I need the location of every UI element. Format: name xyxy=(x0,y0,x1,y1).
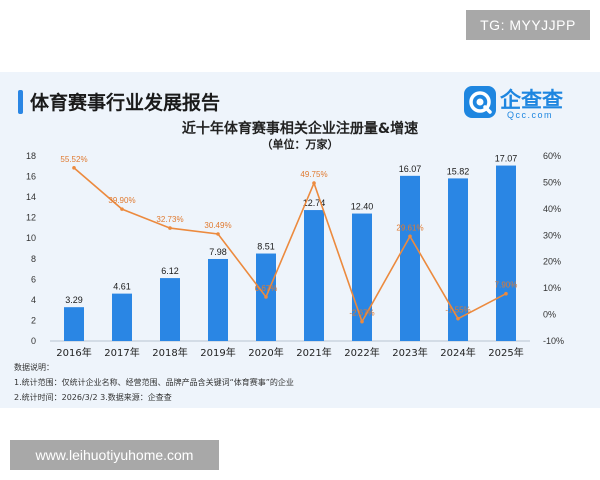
x-tick-label: 2017年 xyxy=(104,346,139,359)
notes: 数据说明： 1.统计范围：仅统计企业名称、经营范围、品牌产品含关键词“体育赛事”… xyxy=(14,360,294,405)
x-tick-label: 2018年 xyxy=(152,346,187,359)
y-left-tick-label: 4 xyxy=(31,295,36,305)
growth-rate-label: -2.67% xyxy=(349,309,374,318)
growth-rate-label: 29.61% xyxy=(396,223,423,232)
qcc-logo-icon xyxy=(464,86,496,118)
y-left-tick-label: 8 xyxy=(31,254,36,264)
x-tick-label: 2016年 xyxy=(56,346,91,359)
growth-rate-label: 49.75% xyxy=(300,170,327,179)
notes-line-2: 2.统计时间：2026/3/2 3.数据来源：企查查 xyxy=(14,393,172,402)
bar-value-label: 12.40 xyxy=(351,202,374,212)
y-right-tick-label: 30% xyxy=(543,230,561,240)
growth-rate-point xyxy=(504,291,508,296)
bar xyxy=(160,278,180,341)
y-left-tick-label: 16 xyxy=(26,172,36,182)
report-title: 体育赛事行业发展报告 xyxy=(30,92,221,114)
bar-value-label: 7.98 xyxy=(209,247,227,257)
growth-rate-label: 6.67% xyxy=(255,284,278,293)
bar-value-label: 17.07 xyxy=(495,154,518,164)
growth-rate-point xyxy=(120,207,124,211)
growth-rate-point xyxy=(360,319,364,324)
bar-value-label: 6.12 xyxy=(161,266,179,276)
growth-rate-point xyxy=(72,166,76,170)
logo-name: 企查查 xyxy=(500,88,563,112)
x-tick-label: 2021年 xyxy=(296,346,331,359)
growth-rate-label: -1.55% xyxy=(445,306,470,315)
bar-value-label: 4.61 xyxy=(113,282,131,292)
chart-title: 近十年体育赛事相关企业注册量&增速 xyxy=(181,121,419,137)
bar-value-label: 3.29 xyxy=(65,295,83,305)
y-left-tick-label: 12 xyxy=(26,213,36,223)
growth-rate-label: 39.90% xyxy=(108,196,135,205)
chart-subtitle: （单位：万家） xyxy=(261,138,339,151)
bar-value-label: 15.82 xyxy=(447,166,470,176)
y-right-tick-label: 0% xyxy=(543,310,556,320)
y-left-tick-label: 10 xyxy=(26,233,36,243)
growth-rate-point xyxy=(456,316,460,321)
growth-rate-label: 55.52% xyxy=(60,155,87,164)
bar xyxy=(304,210,324,341)
growth-rate-point xyxy=(264,295,268,299)
y-right-tick-label: 40% xyxy=(543,204,561,214)
y-left-tick-label: 14 xyxy=(26,192,36,202)
y-left-tick-label: 0 xyxy=(31,336,36,346)
growth-rate-point xyxy=(312,181,316,185)
y-left-tick-label: 6 xyxy=(31,274,36,284)
growth-rate-point xyxy=(168,226,172,230)
bar xyxy=(448,178,468,341)
x-tick-label: 2019年 xyxy=(200,346,235,359)
bar xyxy=(496,165,516,341)
logo-sub: Qcc.com xyxy=(507,110,554,120)
bar-value-label: 12.74 xyxy=(303,198,326,208)
growth-rate-label: 32.73% xyxy=(156,215,183,224)
y-right-tick-label: 60% xyxy=(543,151,561,161)
x-tick-label: 2022年 xyxy=(344,346,379,359)
bar xyxy=(112,293,132,341)
notes-line-1: 1.统计范围：仅统计企业名称、经营范围、品牌产品含关键词“体育赛事”的企业 xyxy=(14,378,294,387)
x-tick-label: 2024年 xyxy=(440,346,475,359)
x-tick-label: 2020年 xyxy=(248,346,283,359)
bar xyxy=(64,307,84,341)
growth-rate-point xyxy=(408,234,412,239)
watermark-top: TG: MYYJJPP xyxy=(466,10,590,40)
y-right-tick-label: -10% xyxy=(543,336,564,346)
y-right-tick-label: 20% xyxy=(543,257,561,267)
x-tick-label: 2025年 xyxy=(488,346,523,359)
y-right-tick-label: 10% xyxy=(543,283,561,293)
growth-rate-label: 7.90% xyxy=(495,281,518,290)
growth-rate-label: 30.49% xyxy=(204,221,231,230)
y-left-tick-label: 18 xyxy=(26,151,36,161)
report-card: 体育赛事行业发展报告 企查查 Qcc.com 近十年体育赛事相关企业注册量&增速… xyxy=(0,72,600,408)
bar-value-label: 16.07 xyxy=(399,164,422,174)
bar xyxy=(208,258,228,341)
growth-rate-line xyxy=(73,167,507,324)
watermark-bottom: www.leihuotiyuhome.com xyxy=(10,440,219,470)
x-tick-label: 2023年 xyxy=(392,346,427,359)
title-accent-bar xyxy=(18,90,23,114)
bar-value-label: 8.51 xyxy=(257,242,275,252)
growth-chart: 0 2 4 6 8 10 12 14 16 18 -10% 0% 10% 20% 30% 40% 50% 60% 3… xyxy=(26,151,564,359)
y-right-tick-label: 50% xyxy=(543,177,561,187)
notes-heading: 数据说明： xyxy=(14,363,54,372)
growth-rate-point xyxy=(216,232,220,236)
y-left-tick-label: 2 xyxy=(31,315,36,325)
bar xyxy=(400,175,420,341)
